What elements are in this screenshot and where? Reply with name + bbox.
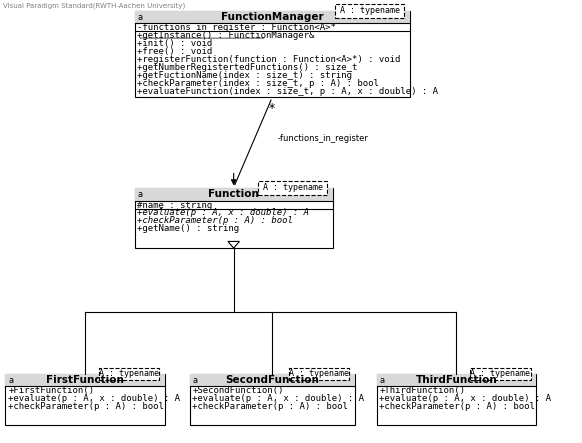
Text: +free() : void: +free() : void (137, 47, 212, 56)
Text: -functions_in_register: -functions_in_register (278, 134, 368, 143)
Bar (134, 188, 333, 248)
Text: +FirstFunction(): +FirstFunction() (8, 386, 94, 395)
Bar (134, 188, 333, 201)
Text: A : typename: A : typename (340, 6, 400, 15)
Text: FunctionManager: FunctionManager (221, 12, 324, 22)
Bar (377, 374, 536, 386)
Text: a: a (379, 376, 385, 385)
FancyBboxPatch shape (289, 368, 349, 380)
Text: Visual Paradigm Standard(RWTH-Aachen University): Visual Paradigm Standard(RWTH-Aachen Uni… (3, 2, 185, 9)
FancyBboxPatch shape (99, 368, 159, 380)
Text: a: a (137, 190, 143, 199)
Text: FirstFunction: FirstFunction (47, 375, 124, 385)
FancyBboxPatch shape (335, 4, 404, 18)
Text: -functions_in_register : Function<A>*: -functions_in_register : Function<A>* (137, 23, 336, 32)
Text: +checkParameter(index : size_t, p : A) : bool: +checkParameter(index : size_t, p : A) :… (137, 79, 379, 88)
Text: +ThirdFunction(): +ThirdFunction() (379, 386, 466, 395)
Bar (134, 11, 410, 97)
Text: +evaluate(p : A, x : double) : A: +evaluate(p : A, x : double) : A (193, 394, 364, 403)
Text: +evaluate(p : A, x : double) : A: +evaluate(p : A, x : double) : A (137, 208, 310, 217)
Text: +init() : void: +init() : void (137, 39, 212, 48)
Text: +evaluate(p : A, x : double) : A: +evaluate(p : A, x : double) : A (379, 394, 551, 403)
Bar (190, 374, 354, 425)
Text: +evaluateFunction(index : size_t, p : A, x : double) : A: +evaluateFunction(index : size_t, p : A,… (137, 87, 438, 96)
Bar (190, 374, 354, 386)
Text: +evaluate(p : A, x : double) : A: +evaluate(p : A, x : double) : A (8, 394, 180, 403)
Bar (134, 11, 410, 23)
Text: +checkParameter(p : A) : bool: +checkParameter(p : A) : bool (379, 402, 535, 411)
Bar (377, 374, 536, 425)
Text: +getName() : string: +getName() : string (137, 224, 240, 233)
Text: +getFuctionName(index : size_t) : string: +getFuctionName(index : size_t) : string (137, 71, 353, 80)
Text: a: a (193, 376, 197, 385)
Text: A : typename: A : typename (263, 183, 323, 192)
Text: #name : string: #name : string (137, 201, 212, 210)
Text: +getInstance() : FunctionManager&: +getInstance() : FunctionManager& (137, 31, 315, 40)
Text: +getNumberRegistertedFunctions() : size_t: +getNumberRegistertedFunctions() : size_… (137, 63, 358, 72)
Text: +checkParameter(p : A) : bool: +checkParameter(p : A) : bool (193, 402, 348, 411)
Text: ThirdFunction: ThirdFunction (416, 375, 497, 385)
FancyBboxPatch shape (470, 368, 531, 380)
Text: A : typename: A : typename (289, 369, 349, 378)
Text: +SecondFunction(): +SecondFunction() (193, 386, 284, 395)
Text: a: a (8, 376, 13, 385)
Bar (5, 374, 165, 386)
Text: +registerFunction(function : Function<A>*) : void: +registerFunction(function : Function<A>… (137, 55, 401, 64)
Bar (5, 374, 165, 425)
Text: +checkParameter(p : A) : bool: +checkParameter(p : A) : bool (8, 402, 164, 411)
Text: Function: Function (208, 190, 259, 199)
Text: *: * (269, 102, 275, 115)
Text: +checkParameter(p : A) : bool: +checkParameter(p : A) : bool (137, 216, 293, 225)
Text: SecondFunction: SecondFunction (225, 375, 319, 385)
Text: A : typename: A : typename (99, 369, 159, 378)
FancyBboxPatch shape (258, 181, 327, 195)
Text: A : typename: A : typename (470, 369, 530, 378)
Text: a: a (137, 13, 143, 22)
